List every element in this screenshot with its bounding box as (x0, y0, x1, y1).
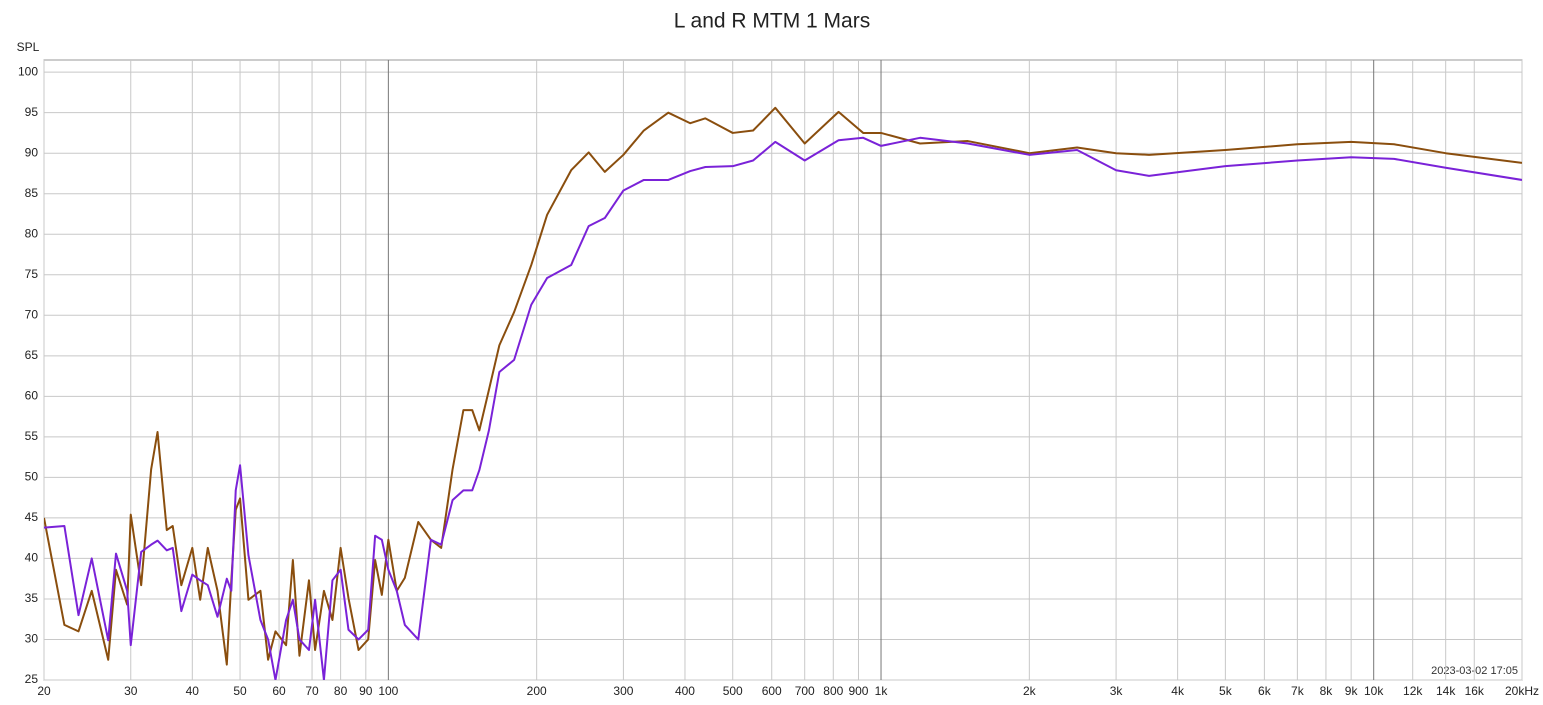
x-tick-label: 70 (305, 684, 319, 698)
y-tick-label: 70 (25, 307, 39, 321)
y-tick-label: 45 (25, 510, 39, 524)
x-tick-label: 90 (359, 684, 373, 698)
x-tick-label: 400 (675, 684, 695, 698)
y-tick-label: 85 (25, 186, 39, 200)
x-tick-label: 16k (1465, 684, 1485, 698)
x-tick-label: 200 (527, 684, 547, 698)
x-tick-label: 30 (124, 684, 138, 698)
x-tick-label: 10k (1364, 684, 1384, 698)
x-tick-label: 3k (1110, 684, 1124, 698)
y-tick-label: 65 (25, 348, 39, 362)
x-tick-label: 20 (37, 684, 51, 698)
series-line (44, 136, 1522, 680)
x-tick-label: 600 (762, 684, 782, 698)
x-tick-label: 7k (1291, 684, 1305, 698)
x-tick-label: 2k (1023, 684, 1037, 698)
y-tick-label: 30 (25, 632, 39, 646)
y-tick-label: 90 (25, 145, 39, 159)
y-tick-label: 75 (25, 267, 39, 281)
x-tick-label: 1k (875, 684, 889, 698)
y-tick-label: 35 (25, 591, 39, 605)
grid (43, 60, 1523, 681)
chart-title: L and R MTM 1 Mars (674, 10, 870, 33)
y-tick-label: 95 (25, 105, 39, 119)
x-tick-label: 300 (613, 684, 633, 698)
x-tick-label: 9k (1345, 684, 1359, 698)
x-tick-label: 500 (723, 684, 743, 698)
x-tick-label: 60 (272, 684, 286, 698)
y-tick-label: 60 (25, 389, 39, 403)
x-tick-label: 5k (1219, 684, 1233, 698)
x-tick-label: 50 (233, 684, 247, 698)
x-tick-label: 4k (1171, 684, 1185, 698)
x-tick-label: 40 (186, 684, 200, 698)
x-tick-label: 12k (1403, 684, 1423, 698)
plot-area (43, 59, 1523, 681)
x-tick-label: 100 (378, 684, 398, 698)
y-tick-label: 50 (25, 470, 39, 484)
y-tick-label: 40 (25, 551, 39, 565)
y-axis-label: SPL (17, 40, 40, 54)
x-tick-label: 800 (823, 684, 843, 698)
y-tick-label: 80 (25, 226, 39, 240)
x-tick-label: 900 (848, 684, 868, 698)
y-tick-label: 100 (18, 64, 38, 78)
x-tick-label: 8k (1320, 684, 1334, 698)
lines (44, 106, 1522, 680)
y-tick-label: 55 (25, 429, 39, 443)
x-tick-label: 6k (1258, 684, 1272, 698)
x-tick-label: 14k (1436, 684, 1456, 698)
x-tick-label: 80 (334, 684, 348, 698)
x-tick-label: 20kHz (1505, 684, 1539, 698)
x-tick-label: 700 (795, 684, 815, 698)
y-tick-label: 25 (25, 672, 39, 686)
